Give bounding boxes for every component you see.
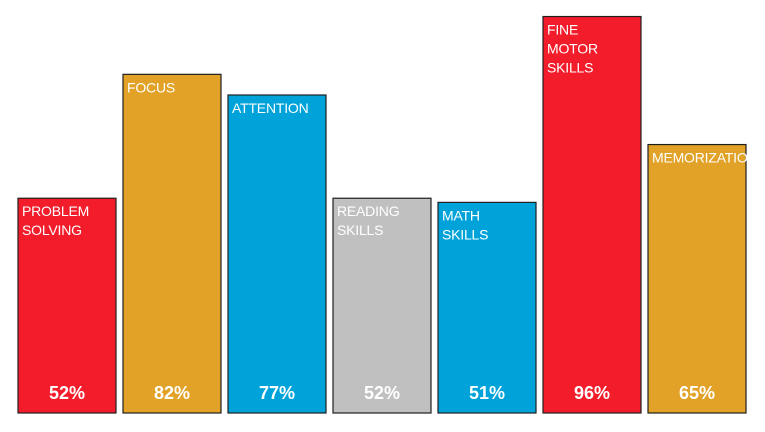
category-label-3: READING SKILLS xyxy=(337,203,399,238)
category-label-5: FINE MOTOR SKILLS xyxy=(547,22,598,76)
value-label-1: 82% xyxy=(154,383,190,403)
value-label-6: 65% xyxy=(679,383,715,403)
bar-0 xyxy=(17,197,117,414)
value-label-3: 52% xyxy=(364,383,400,403)
category-label-2: ATTENTION xyxy=(232,100,309,116)
bar-2 xyxy=(227,94,327,414)
bar-1 xyxy=(122,73,222,414)
category-label-0: PROBLEM SOLVING xyxy=(22,203,89,238)
value-label-2: 77% xyxy=(259,383,295,403)
bar-3 xyxy=(332,197,432,414)
value-label-4: 51% xyxy=(469,383,505,403)
category-label-4: MATH SKILLS xyxy=(442,207,488,242)
value-label-0: 52% xyxy=(49,383,85,403)
bar-6 xyxy=(647,143,747,414)
bar-4 xyxy=(437,201,537,414)
value-label-5: 96% xyxy=(574,383,610,403)
bar-5 xyxy=(542,15,642,414)
category-label-1: FOCUS xyxy=(127,79,175,95)
category-label-6: MEMORIZATION xyxy=(652,150,757,166)
